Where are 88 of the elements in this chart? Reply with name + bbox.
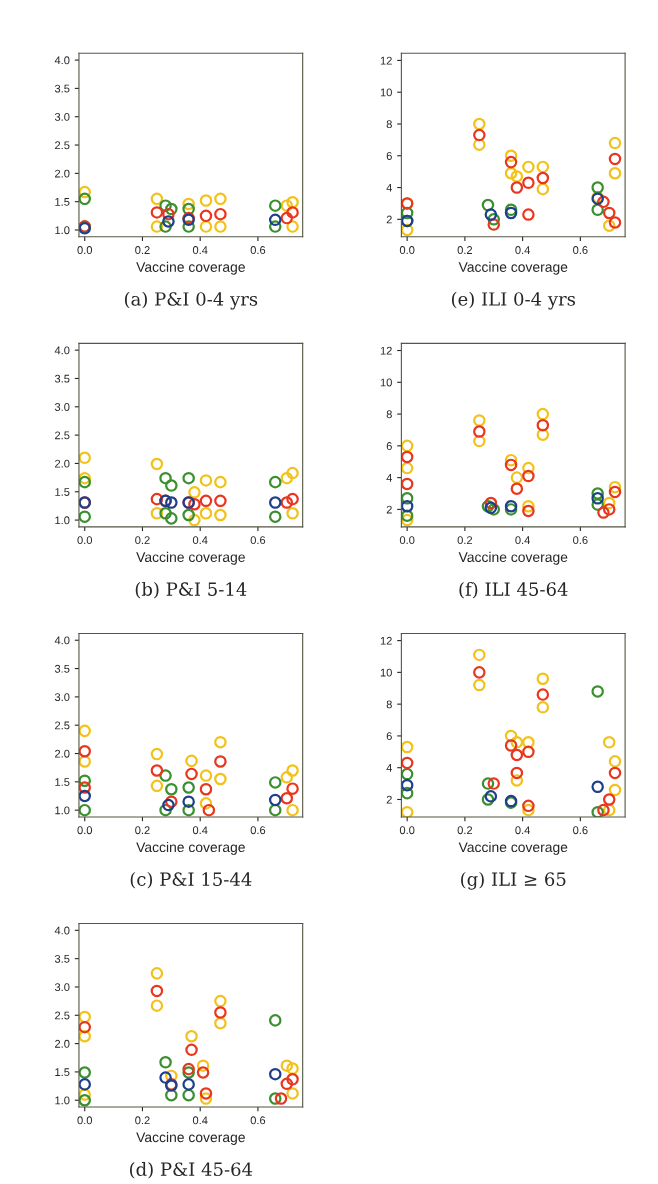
- y-tick-label: 1.0: [55, 806, 70, 815]
- x-tick-label: 0.2: [457, 246, 473, 254]
- y-tick-label: 8: [386, 700, 392, 709]
- x-tick-label: 0.0: [399, 536, 415, 545]
- x-axis-title: Vaccine coverage: [136, 261, 245, 275]
- y-tick-label: 4.0: [54, 636, 70, 645]
- y-tick-label: 1.5: [55, 198, 70, 206]
- y-tick-label: 2: [386, 215, 392, 224]
- x-axis-title: Vaccine coverage: [458, 261, 568, 275]
- x-tick-label: 0.0: [77, 536, 93, 545]
- x-tick-label: 0.2: [135, 246, 150, 254]
- x-tick-label: 0.6: [573, 826, 588, 835]
- x-axis-title: Vaccine coverage: [458, 551, 568, 565]
- y-tick-label: 2.0: [55, 749, 70, 758]
- y-tick-label: 4: [386, 183, 393, 192]
- y-tick-label: 1.5: [55, 488, 70, 496]
- y-tick-label: 2.5: [55, 1011, 70, 1020]
- x-tick-label: 0.6: [250, 826, 266, 835]
- y-tick-label: 2.5: [55, 431, 70, 440]
- x-tick-label: 0.2: [135, 1116, 150, 1125]
- x-axis-title: Vaccine coverage: [136, 841, 245, 855]
- y-tick-label: 10: [380, 668, 392, 677]
- y-tick-label: 4.0: [54, 926, 70, 935]
- y-tick-label: 3.5: [54, 84, 70, 93]
- text: (c) P&I 15-44: [130, 871, 252, 889]
- y-tick-label: 3.5: [54, 374, 70, 383]
- text: (g) ILI ≥ 65: [461, 871, 566, 890]
- x-tick-label: 0.6: [250, 1116, 266, 1125]
- y-tick-label: 2: [386, 795, 392, 804]
- text: (a) P&I 0-4 yrs: [124, 291, 258, 310]
- y-tick-label: 1.0: [55, 516, 70, 525]
- x-tick-label: 0.2: [457, 536, 473, 545]
- y-tick-label: 6: [386, 152, 392, 160]
- x-tick-label: 0.2: [457, 826, 473, 835]
- y-tick-label: 2.5: [55, 721, 70, 730]
- y-tick-label: 2.0: [55, 459, 70, 468]
- y-tick-label: 4: [386, 764, 393, 772]
- y-tick-label: 12: [380, 56, 392, 65]
- x-tick-label: 0.0: [399, 246, 415, 254]
- x-axis-title: Vaccine coverage: [136, 551, 245, 565]
- x-tick-label: 0.6: [573, 536, 588, 545]
- x-tick-label: 0.4: [515, 536, 531, 545]
- x-tick-label: 0.0: [77, 1116, 93, 1125]
- x-tick-label: 0.6: [573, 246, 588, 254]
- x-tick-label: 0.0: [77, 826, 93, 835]
- x-axis-title: Vaccine coverage: [458, 841, 568, 855]
- x-tick-label: 0.4: [192, 1116, 208, 1125]
- y-tick-label: 4.0: [54, 56, 70, 65]
- y-tick-label: 1.0: [55, 1096, 70, 1105]
- x-tick-label: 0.0: [399, 826, 415, 835]
- text: (b) P&I 5-14: [135, 581, 247, 599]
- y-tick-label: 8: [386, 120, 392, 129]
- y-tick-label: 10: [380, 378, 392, 387]
- x-tick-label: 0.4: [515, 826, 531, 835]
- y-tick-label: 3.5: [54, 954, 70, 963]
- text: (f) ILI 45-64: [459, 581, 568, 599]
- x-tick-label: 0.4: [192, 826, 208, 835]
- y-tick-label: 3.0: [54, 403, 70, 411]
- x-tick-label: 0.0: [77, 246, 93, 254]
- y-tick-label: 4.0: [54, 346, 70, 355]
- y-tick-label: 2.5: [55, 141, 70, 150]
- text: (e) ILI 0-4 yrs: [451, 291, 576, 310]
- y-tick-label: 10: [380, 88, 392, 97]
- y-tick-label: 6: [386, 732, 392, 741]
- y-tick-label: 1.5: [55, 1068, 70, 1077]
- x-axis-title: Vaccine coverage: [136, 1131, 245, 1145]
- y-tick-label: 1.5: [55, 778, 70, 786]
- x-tick-label: 0.2: [135, 826, 150, 835]
- y-tick-label: 8: [386, 410, 392, 419]
- y-tick-label: 1.0: [55, 226, 70, 235]
- y-tick-label: 12: [380, 346, 392, 355]
- x-tick-label: 0.6: [250, 536, 266, 545]
- y-tick-label: 3.5: [54, 664, 70, 673]
- text: (d) P&I 45-64: [129, 1162, 253, 1179]
- y-tick-label: 2.0: [55, 1039, 70, 1048]
- x-tick-label: 0.4: [192, 246, 208, 254]
- x-tick-label: 0.4: [515, 246, 531, 254]
- x-tick-label: 0.4: [192, 536, 208, 545]
- y-tick-label: 3.0: [54, 983, 70, 992]
- y-tick-label: 3.0: [54, 112, 70, 121]
- y-tick-label: 6: [386, 442, 392, 450]
- y-tick-label: 4: [386, 474, 393, 482]
- y-tick-label: 2: [386, 505, 392, 514]
- y-tick-label: 2.0: [55, 169, 70, 178]
- y-tick-label: 3.0: [54, 693, 70, 702]
- y-tick-label: 12: [380, 636, 392, 645]
- x-tick-label: 0.6: [250, 246, 266, 254]
- x-tick-label: 0.2: [135, 536, 150, 545]
